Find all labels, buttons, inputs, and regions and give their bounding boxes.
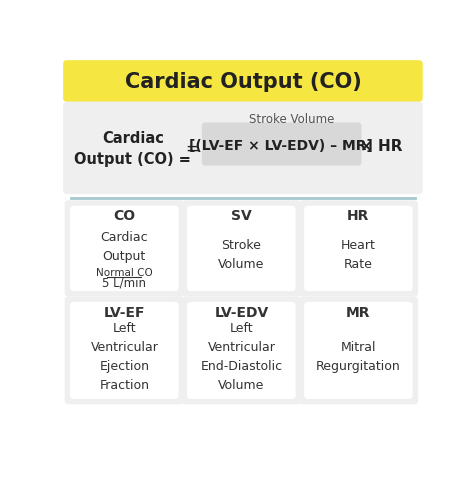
FancyBboxPatch shape [64, 296, 184, 404]
Text: [(LV-EF × LV-EDV) – MR]: [(LV-EF × LV-EDV) – MR] [189, 139, 373, 153]
FancyBboxPatch shape [202, 122, 362, 166]
Text: LV-EDV: LV-EDV [214, 306, 268, 320]
FancyBboxPatch shape [187, 302, 296, 399]
Text: SV: SV [231, 210, 252, 224]
Text: × HR: × HR [360, 139, 402, 154]
Text: Cardiac Output (CO): Cardiac Output (CO) [125, 72, 361, 93]
Text: Stroke Volume: Stroke Volume [249, 113, 335, 126]
FancyBboxPatch shape [299, 201, 418, 296]
FancyBboxPatch shape [64, 201, 184, 296]
FancyBboxPatch shape [304, 302, 413, 399]
FancyBboxPatch shape [304, 206, 413, 291]
Text: Stroke
Volume: Stroke Volume [218, 239, 264, 270]
FancyBboxPatch shape [187, 206, 296, 291]
Text: MR: MR [346, 306, 371, 320]
Text: Mitral
Regurgitation: Mitral Regurgitation [316, 341, 401, 373]
FancyBboxPatch shape [63, 102, 423, 194]
Text: Normal CO: Normal CO [96, 268, 153, 278]
Text: CO: CO [113, 210, 136, 224]
Text: =: = [186, 140, 200, 158]
Text: Left
Ventricular
End-Diastolic
Volume: Left Ventricular End-Diastolic Volume [201, 321, 283, 391]
Text: LV-EF: LV-EF [104, 306, 145, 320]
Text: Heart
Rate: Heart Rate [341, 239, 376, 270]
FancyBboxPatch shape [70, 206, 179, 291]
FancyBboxPatch shape [299, 296, 418, 404]
FancyBboxPatch shape [63, 60, 423, 102]
Text: Cardiac
Output (CO) =: Cardiac Output (CO) = [74, 131, 191, 167]
Text: 5 L/min: 5 L/min [102, 276, 146, 289]
Text: HR: HR [347, 210, 370, 224]
FancyBboxPatch shape [182, 201, 301, 296]
FancyBboxPatch shape [70, 302, 179, 399]
Text: Left
Ventricular
Ejection
Fraction: Left Ventricular Ejection Fraction [91, 321, 158, 391]
Text: Cardiac
Output: Cardiac Output [100, 231, 148, 263]
FancyBboxPatch shape [182, 296, 301, 404]
